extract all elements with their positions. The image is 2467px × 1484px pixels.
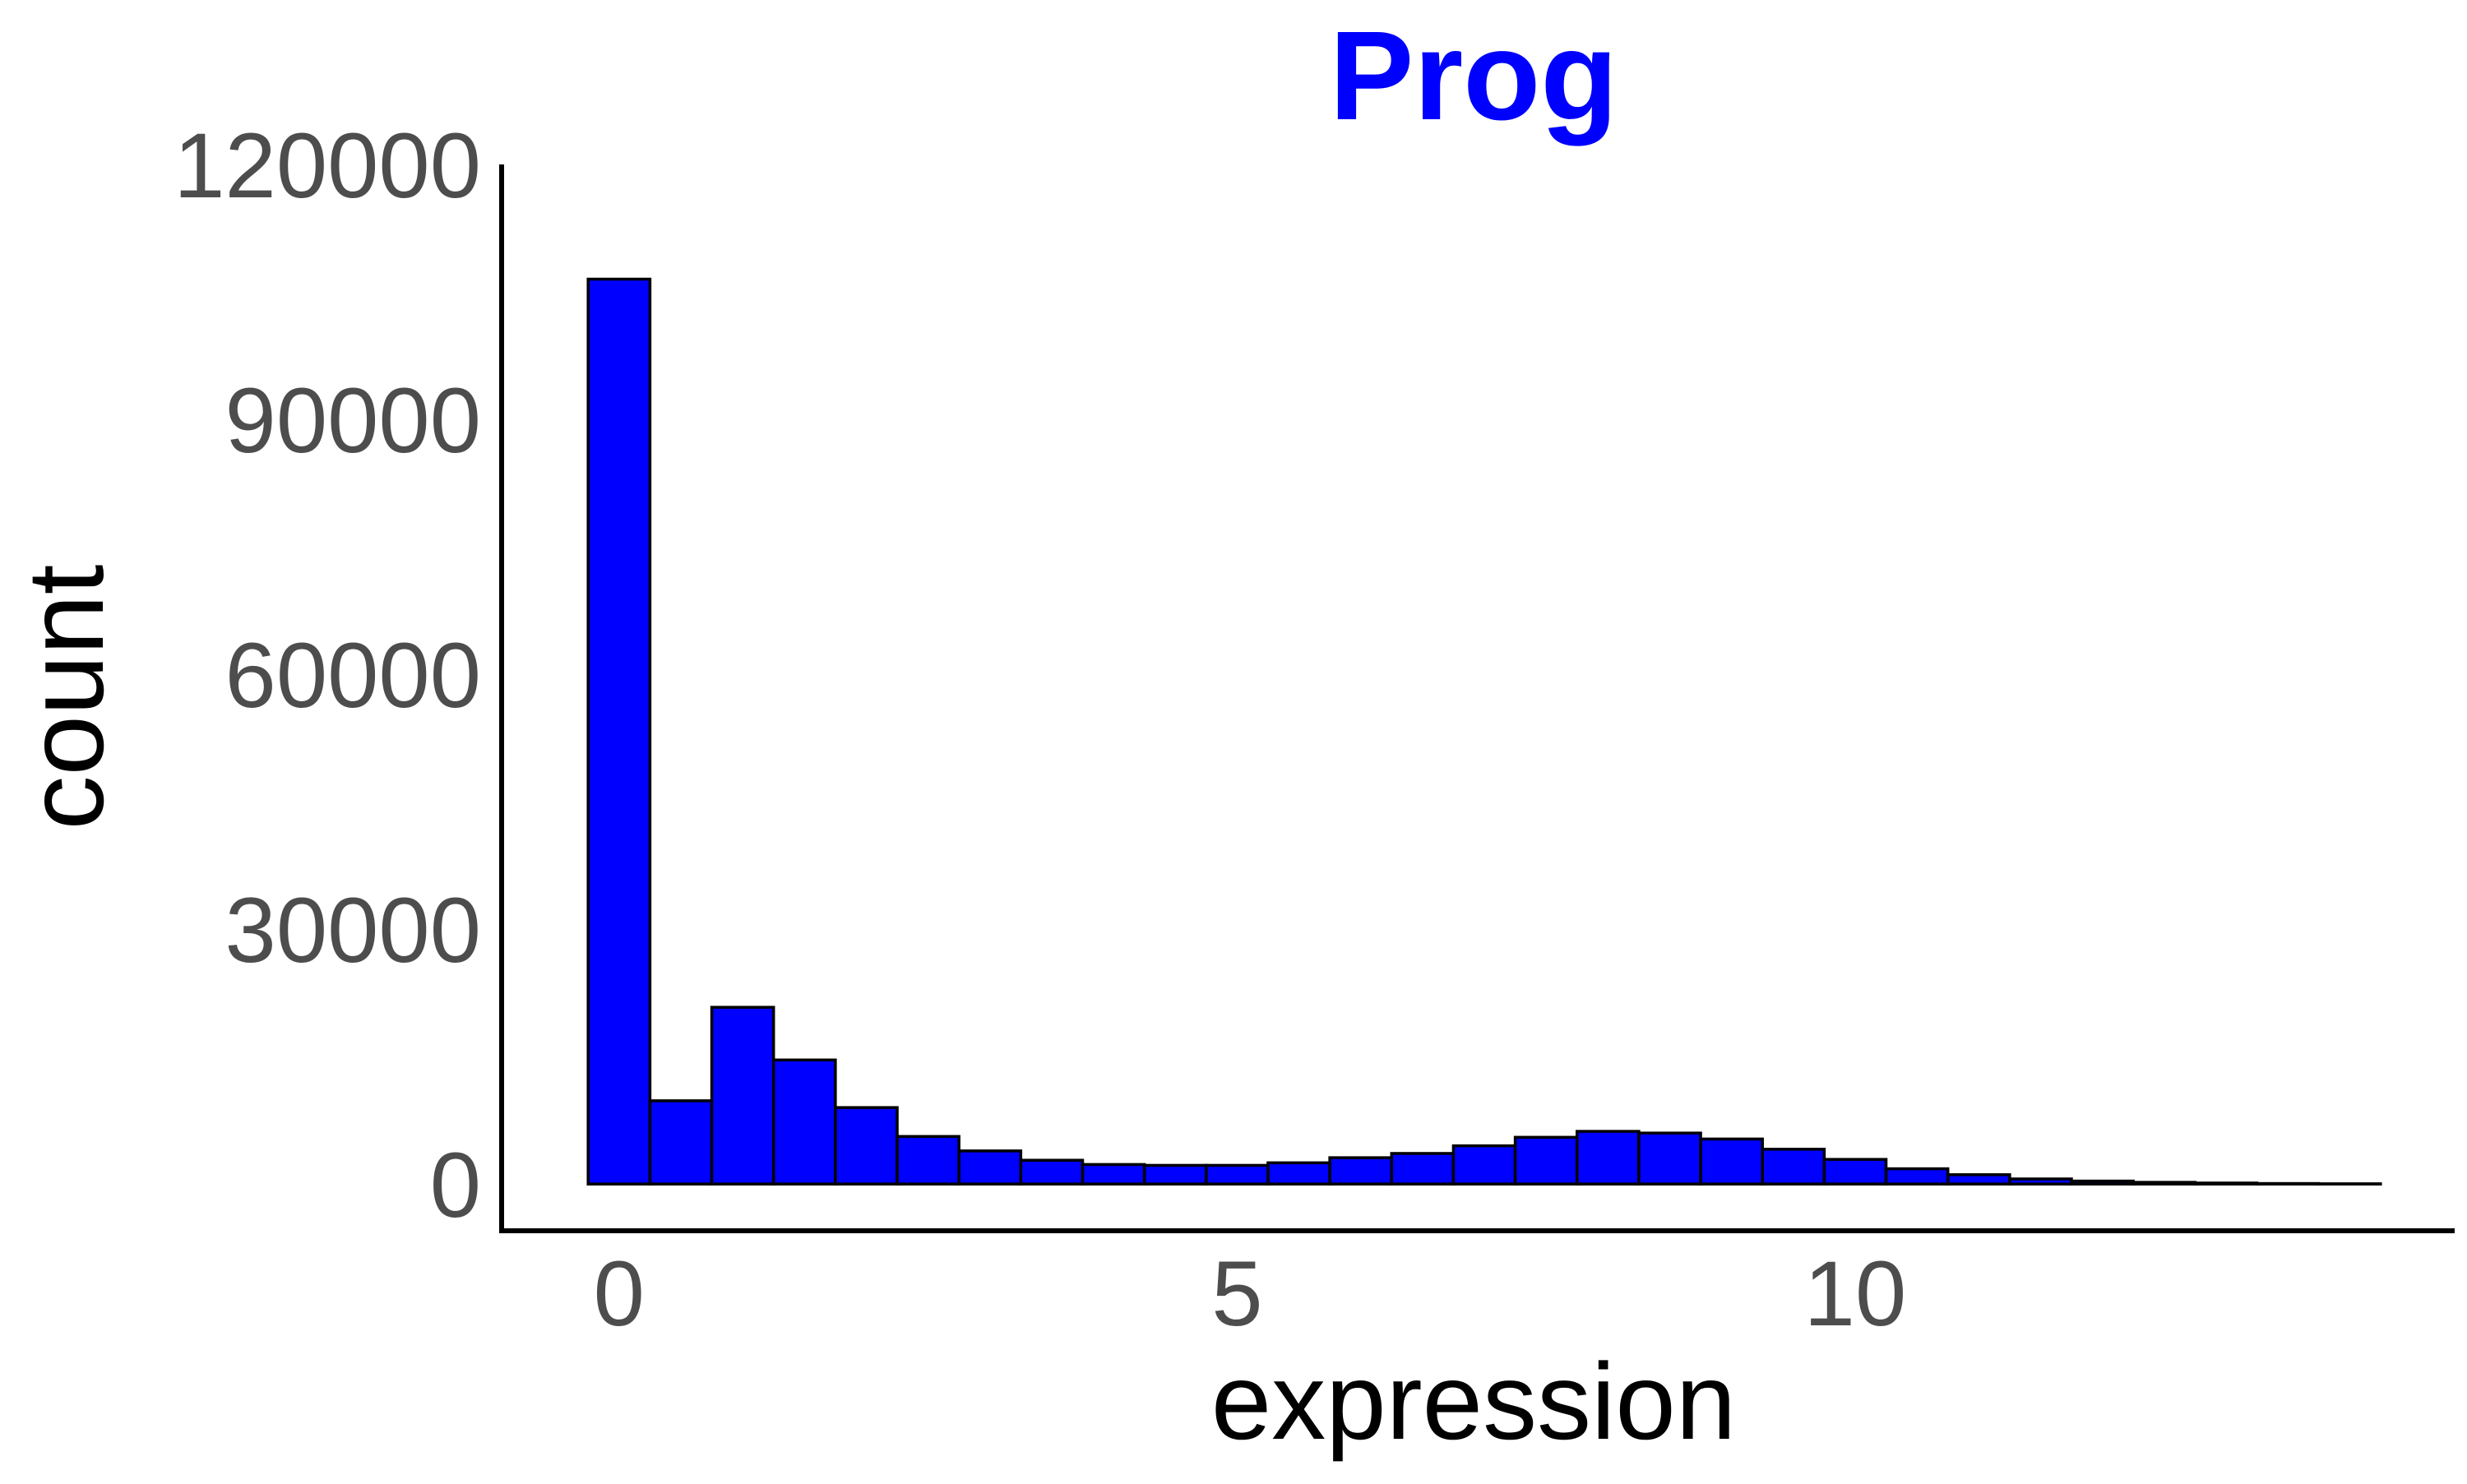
histogram-bar (1330, 1158, 1391, 1184)
histogram-bar (1268, 1163, 1330, 1184)
histogram-bar (835, 1107, 897, 1184)
y-tick-label: 0 (430, 1134, 481, 1237)
histogram-bar (2133, 1182, 2195, 1184)
histogram-bar (1082, 1164, 1144, 1184)
histogram-bar (1762, 1149, 1824, 1184)
y-tick-label: 90000 (225, 369, 481, 472)
histogram-bar (1701, 1139, 1762, 1184)
chart-title: Prog (1330, 5, 1618, 146)
y-tick-label: 30000 (225, 879, 481, 982)
histogram-bar (1886, 1169, 1948, 1185)
x-axis-title: expression (1211, 1341, 1736, 1462)
histogram-bar (774, 1060, 835, 1184)
histogram-bar (650, 1101, 711, 1184)
histogram-bar (1145, 1165, 1206, 1184)
histogram-bar (959, 1151, 1021, 1184)
histogram-bar (1206, 1165, 1268, 1184)
histogram-bar (1453, 1146, 1515, 1185)
y-tick-label: 60000 (225, 624, 481, 727)
histogram-bar (1577, 1131, 1639, 1184)
histogram-bar (2256, 1184, 2318, 1185)
histogram-bar (1639, 1133, 1701, 1184)
histogram-bar (1824, 1159, 1886, 1184)
histogram-bar (2195, 1183, 2256, 1184)
bars-layer (588, 280, 2381, 1185)
histogram-bar (1948, 1175, 2010, 1184)
x-ticks-layer: 0 5 10 (594, 1242, 1907, 1345)
histogram-bar (2010, 1179, 2071, 1184)
histogram-bar (2071, 1181, 2133, 1185)
y-tick-label: 120000 (174, 114, 481, 217)
histogram-bar (1391, 1153, 1453, 1184)
x-tick-label: 10 (1804, 1242, 1907, 1345)
histogram-bar (1516, 1137, 1577, 1184)
histogram-bar (588, 280, 650, 1185)
histogram-bar (1021, 1160, 1082, 1184)
y-axis-title: count (5, 565, 126, 830)
y-ticks-layer: 0 30000 60000 90000 120000 (174, 114, 481, 1237)
histogram-bar (897, 1136, 959, 1184)
x-tick-label: 5 (1211, 1242, 1262, 1345)
histogram-bar (712, 1007, 774, 1184)
x-tick-label: 0 (594, 1242, 645, 1345)
